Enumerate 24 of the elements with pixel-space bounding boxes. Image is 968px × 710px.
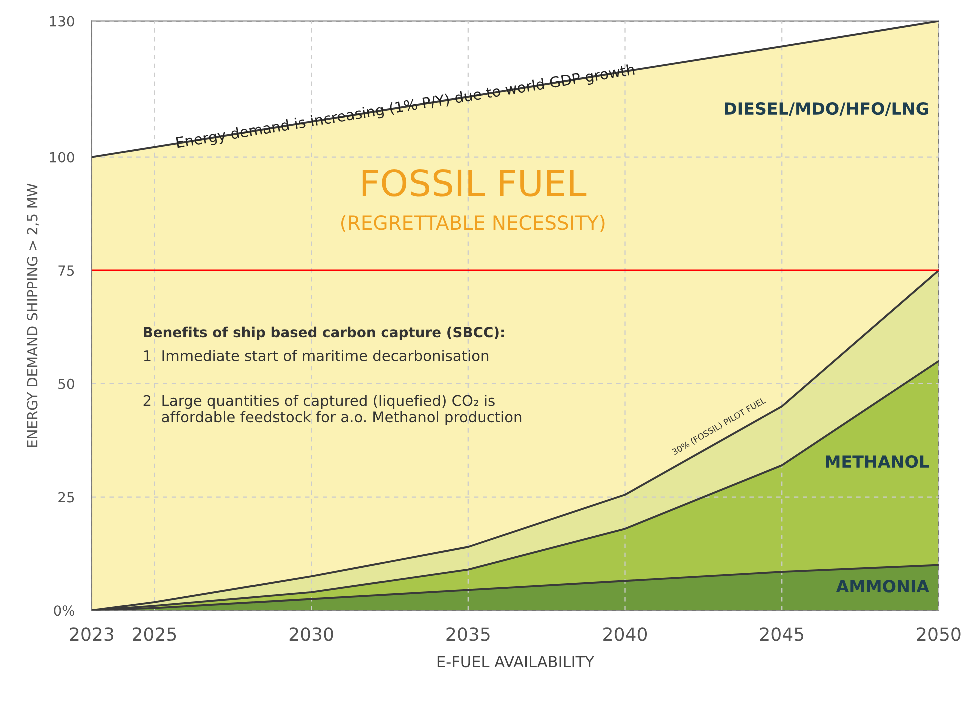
x-tick-label: 2025 — [133, 628, 176, 642]
series-label: AMMONIA — [836, 580, 930, 593]
y-tick-label: 0% — [54, 606, 75, 616]
annotation: Energy demand is increasing (1% P/Y) due to world GDP growth — [176, 64, 636, 152]
x-tick-label: 2050 — [917, 628, 961, 642]
x-axis-title: E-FUEL AVAILABILITY — [438, 656, 595, 668]
annotation: FOSSIL FUEL — [362, 169, 587, 197]
y-tick-label: 50 — [58, 378, 74, 390]
y-tick-label: 75 — [58, 266, 74, 276]
x-tick-label: 2023 — [70, 628, 114, 642]
y-axis-title: ENERGY DEMAND SHIPPING > 2,5 MW — [27, 184, 40, 448]
annotation: Benefits of ship based carbon capture (SBCC): — [144, 326, 504, 340]
y-tick-label: 100 — [50, 152, 74, 163]
annotation: 2 Large quantities of captured (liquefied) CO₂ is affordable feedstock for a.o. Methanol production — [144, 395, 522, 426]
y-tick-label: 130 — [50, 16, 74, 27]
series-label: METHANOL — [826, 456, 930, 468]
x-tick-label: 2045 — [760, 628, 804, 642]
x-tick-label: 2030 — [290, 628, 334, 642]
annotation: (REGRETTABLE NECESSITY) — [342, 215, 605, 233]
x-tick-label: 2035 — [446, 628, 490, 642]
x-tick-label: 2040 — [604, 628, 648, 642]
series-label: DIESEL/MDO/HFO/LNG — [725, 102, 928, 116]
y-tick-label: 25 — [58, 492, 74, 503]
annotation: 1 Immediate start of maritime decarbonisation — [144, 350, 489, 362]
